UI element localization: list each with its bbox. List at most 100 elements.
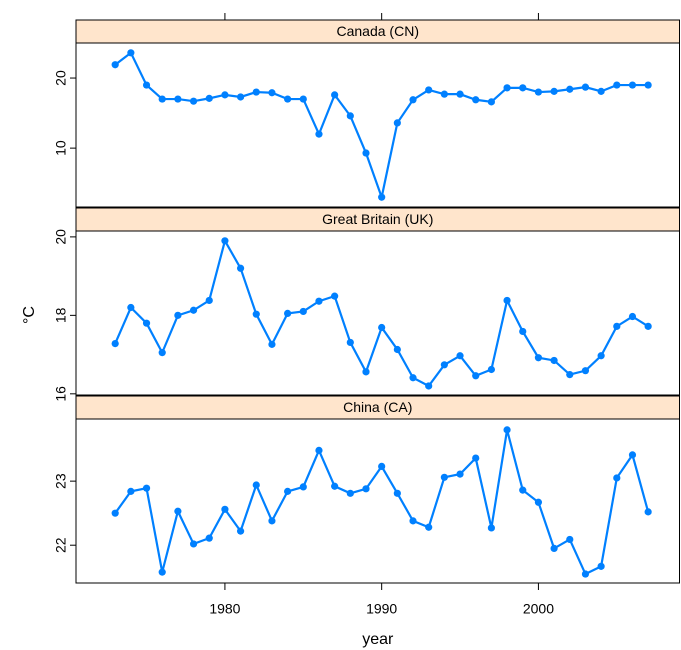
y-tick-label: 23 xyxy=(53,473,69,489)
data-point xyxy=(566,370,574,379)
data-point xyxy=(299,307,307,316)
data-point xyxy=(628,451,637,459)
data-point xyxy=(331,292,339,300)
y-tick-label: 10 xyxy=(53,140,69,156)
data-point xyxy=(315,130,323,138)
strip-label: China (CA) xyxy=(343,399,412,415)
data-point xyxy=(503,296,511,305)
data-point xyxy=(127,487,135,495)
data-point xyxy=(534,354,543,362)
data-point xyxy=(252,310,260,318)
data-point xyxy=(534,88,543,96)
data-point xyxy=(205,94,213,102)
data-point xyxy=(550,544,558,553)
data-point xyxy=(158,349,166,357)
data-point xyxy=(158,568,166,576)
data-point xyxy=(393,345,401,354)
data-point xyxy=(456,90,464,98)
data-point xyxy=(487,365,495,374)
data-point xyxy=(362,485,370,493)
data-point xyxy=(362,149,370,157)
data-point xyxy=(268,340,276,348)
data-point xyxy=(284,95,292,103)
data-point xyxy=(581,570,590,578)
data-point xyxy=(613,474,621,482)
data-point xyxy=(378,193,386,201)
data-point xyxy=(628,81,637,89)
data-point xyxy=(597,562,605,570)
data-point xyxy=(205,296,213,305)
data-point xyxy=(189,306,198,314)
data-point xyxy=(440,361,448,369)
series-line xyxy=(114,51,649,202)
data-point xyxy=(425,523,433,531)
data-point xyxy=(252,88,260,96)
data-point xyxy=(221,91,229,99)
data-point xyxy=(205,534,213,542)
data-point xyxy=(550,87,558,95)
panel xyxy=(75,418,680,584)
data-point xyxy=(472,96,480,104)
data-point xyxy=(472,454,480,462)
data-point xyxy=(581,83,590,91)
data-point xyxy=(111,61,119,69)
data-point xyxy=(503,84,511,92)
data-point xyxy=(284,309,292,317)
data-point xyxy=(111,509,119,517)
data-point xyxy=(142,484,151,492)
data-point xyxy=(268,89,276,97)
data-point xyxy=(315,297,323,305)
data-point xyxy=(644,322,652,330)
data-point xyxy=(519,327,527,336)
data-point xyxy=(174,311,182,319)
data-point xyxy=(472,372,480,380)
y-axis-label: °C xyxy=(21,306,38,324)
data-point xyxy=(142,81,151,89)
data-point xyxy=(597,352,605,360)
data-point xyxy=(189,97,198,105)
x-tick-label: 1990 xyxy=(366,601,397,617)
data-point xyxy=(236,93,245,101)
data-point xyxy=(456,352,464,360)
data-point xyxy=(566,535,574,544)
data-point xyxy=(409,96,417,104)
data-point xyxy=(221,505,229,513)
y-tick-label: 16 xyxy=(53,386,69,402)
data-point xyxy=(236,264,245,272)
panel xyxy=(75,42,680,208)
data-point xyxy=(331,482,339,490)
x-tick-label: 2000 xyxy=(523,601,554,617)
data-point xyxy=(425,382,433,390)
data-point xyxy=(174,507,182,515)
data-point xyxy=(174,95,182,103)
panel xyxy=(75,230,680,396)
data-point xyxy=(393,119,401,127)
data-point xyxy=(362,368,370,376)
data-point xyxy=(221,237,229,245)
data-point xyxy=(597,87,605,95)
data-point xyxy=(425,86,433,94)
data-point xyxy=(284,487,292,495)
data-point xyxy=(628,312,637,321)
data-point xyxy=(189,540,198,548)
data-point xyxy=(519,486,527,494)
data-point xyxy=(315,446,323,454)
data-point xyxy=(534,498,543,506)
data-point xyxy=(299,483,307,491)
y-tick-label: 20 xyxy=(53,229,69,245)
data-point xyxy=(299,95,307,103)
y-tick-label: 20 xyxy=(53,70,69,86)
strip-label: Great Britain (UK) xyxy=(322,211,433,227)
data-point xyxy=(346,338,354,347)
data-point xyxy=(409,517,417,525)
data-point xyxy=(550,356,558,365)
data-point xyxy=(487,98,495,106)
data-point xyxy=(252,481,260,489)
x-tick-label: 1980 xyxy=(209,601,240,617)
data-point xyxy=(503,426,511,434)
data-point xyxy=(346,112,354,120)
data-point xyxy=(644,81,652,89)
data-point xyxy=(581,367,590,375)
data-point xyxy=(519,84,527,92)
